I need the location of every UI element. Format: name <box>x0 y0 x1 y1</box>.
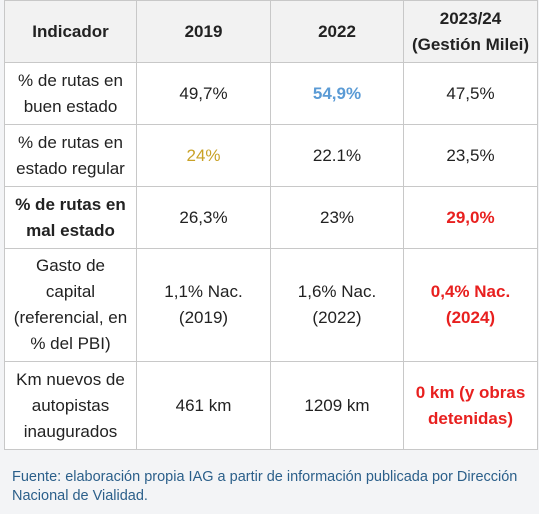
cell: 0,4% Nac. (2024) <box>403 248 538 362</box>
table-row: % de rutas en mal estado 26,3% 23% 29,0% <box>4 186 538 249</box>
cell: 54,9% <box>270 62 404 125</box>
header-cell: Indicador <box>4 0 137 63</box>
header-cell: 2022 <box>270 0 404 63</box>
cell: 23,5% <box>403 124 538 187</box>
cell: 49,7% <box>136 62 271 125</box>
cell: 23% <box>270 186 404 249</box>
row-label: % de rutas en mal estado <box>4 186 137 249</box>
cell: 29,0% <box>403 186 538 249</box>
row-label: Km nuevos de autopistas inaugurados <box>4 361 137 450</box>
cell: 1,1% Nac. (2019) <box>136 248 271 362</box>
table-row: % de rutas en buen estado 49,7% 54,9% 47… <box>4 62 538 125</box>
data-table: Indicador 2019 2022 2023/24 (Gestión Mil… <box>4 0 538 450</box>
cell: 1209 km <box>270 361 404 450</box>
table-row: % de rutas en estado regular 24% 22.1% 2… <box>4 124 538 187</box>
table-row: Km nuevos de autopistas inaugurados 461 … <box>4 361 538 450</box>
cell: 1,6% Nac. (2022) <box>270 248 404 362</box>
header-cell: 2019 <box>136 0 271 63</box>
header-row: Indicador 2019 2022 2023/24 (Gestión Mil… <box>4 0 538 63</box>
row-label: % de rutas en buen estado <box>4 62 137 125</box>
cell: 26,3% <box>136 186 271 249</box>
cell: 24% <box>136 124 271 187</box>
cell: 0 km (y obras detenidas) <box>403 361 538 450</box>
row-label: % de rutas en estado regular <box>4 124 137 187</box>
source-note: Fuente: elaboración propia IAG a partir … <box>12 469 518 504</box>
cell: 461 km <box>136 361 271 450</box>
row-label: Gasto de capital (referencial, en % del … <box>4 248 137 362</box>
cell: 47,5% <box>403 62 538 125</box>
cell: 22.1% <box>270 124 404 187</box>
header-cell: 2023/24 (Gestión Milei) <box>403 0 538 63</box>
table-row: Gasto de capital (referencial, en % del … <box>4 248 538 362</box>
